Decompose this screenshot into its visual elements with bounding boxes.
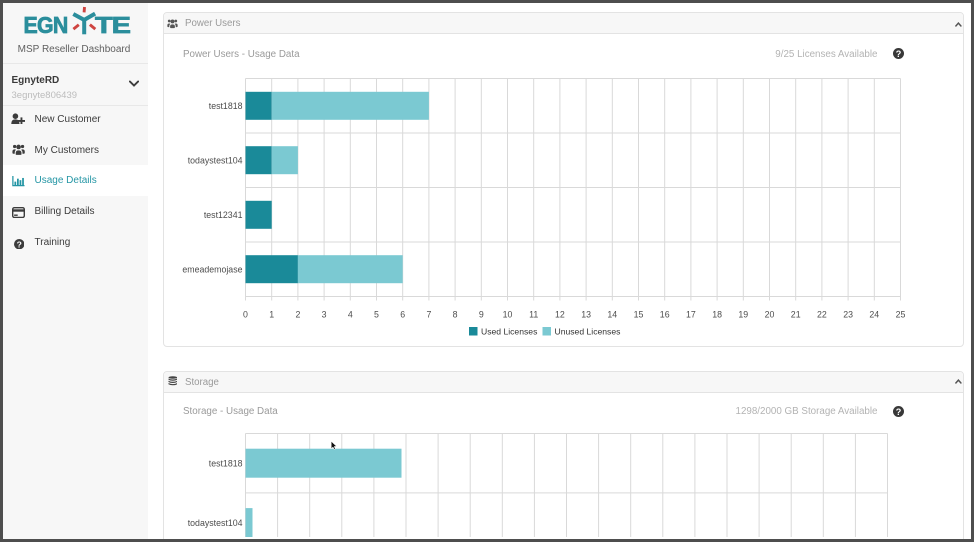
svg-text:?: ?	[896, 49, 902, 59]
svg-text:18: 18	[712, 310, 722, 320]
svg-text:test1818: test1818	[209, 101, 243, 111]
svg-text:emeademojase: emeademojase	[182, 264, 242, 274]
svg-text:3: 3	[322, 310, 327, 320]
svg-text:todaystest104: todaystest104	[188, 155, 243, 165]
svg-text:4: 4	[348, 310, 353, 320]
svg-text:12: 12	[555, 310, 565, 320]
svg-text:0: 0	[243, 310, 248, 320]
svg-text:2: 2	[295, 310, 300, 320]
svg-text:21: 21	[791, 310, 801, 320]
svg-text:22: 22	[817, 310, 827, 320]
svg-text:todaystest104: todaystest104	[188, 518, 243, 528]
svg-text:11: 11	[529, 310, 538, 320]
svg-text:23: 23	[843, 310, 853, 320]
svg-text:7: 7	[426, 310, 431, 320]
svg-text:5: 5	[374, 310, 379, 320]
svg-text:?: ?	[16, 239, 21, 249]
svg-text:25: 25	[896, 310, 906, 320]
svg-text:TE: TE	[95, 12, 131, 38]
svg-text:17: 17	[686, 310, 696, 320]
svg-text:19: 19	[738, 310, 748, 320]
svg-text:13: 13	[581, 310, 591, 320]
svg-text:6: 6	[400, 310, 405, 320]
svg-text:16: 16	[660, 310, 670, 320]
svg-text:test12341: test12341	[204, 210, 243, 220]
svg-text:8: 8	[453, 310, 458, 320]
svg-text:9: 9	[479, 310, 484, 320]
svg-text:10: 10	[503, 310, 513, 320]
svg-text:1: 1	[269, 310, 274, 320]
svg-text:test1818: test1818	[209, 458, 243, 468]
svg-text:24: 24	[869, 310, 879, 320]
svg-text:14: 14	[607, 310, 617, 320]
svg-text:20: 20	[765, 310, 775, 320]
svg-text:EGN: EGN	[24, 12, 68, 38]
svg-text:?: ?	[896, 407, 902, 417]
svg-text:Used Licenses: Used Licenses	[481, 327, 537, 337]
svg-text:15: 15	[634, 310, 644, 320]
svg-text:Unused Licenses: Unused Licenses	[555, 327, 621, 337]
